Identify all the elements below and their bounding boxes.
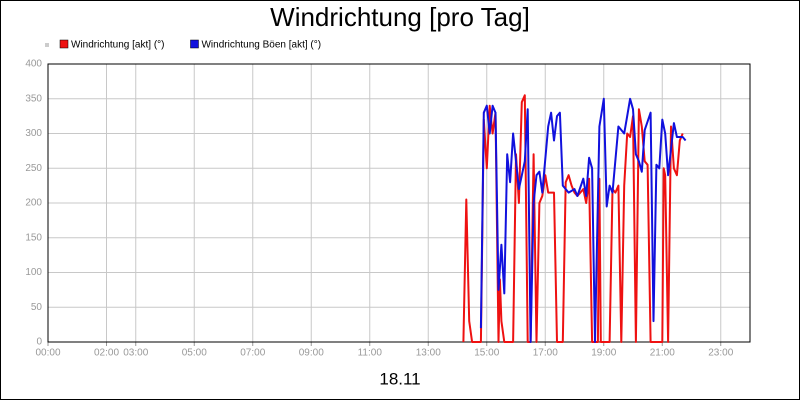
x-tick-label: 15:00 (474, 348, 499, 359)
y-tick-label: 0 (36, 337, 42, 348)
x-tick-label: 13:00 (416, 348, 441, 359)
x-tick-label: 07:00 (240, 348, 265, 359)
x-tick-label: 09:00 (299, 348, 324, 359)
y-tick-label: 400 (25, 59, 42, 70)
y-tick-label: 200 (25, 198, 42, 209)
legend-swatch (59, 39, 69, 49)
legend-label: Windrichtung [akt] (°) (71, 40, 164, 51)
x-tick-label: 00:00 (35, 348, 60, 359)
chart-title: Windrichtung [pro Tag] (270, 2, 530, 32)
x-tick-label: 02:00 (94, 348, 119, 359)
plot-frame (47, 63, 751, 343)
y-tick-label: 250 (25, 163, 42, 174)
y-tick-label: 300 (25, 128, 42, 139)
legend-dot (45, 43, 49, 47)
y-tick-label: 100 (25, 267, 42, 278)
x-tick-label: 19:00 (591, 348, 616, 359)
series-line (479, 97, 687, 343)
y-tick-label: 350 (25, 93, 42, 104)
legend-label: Windrichtung Böen [akt] (°) (201, 40, 321, 51)
y-tick-label: 150 (25, 232, 42, 243)
x-tick-label: 17:00 (533, 348, 558, 359)
x-tick-label: 11:00 (358, 348, 383, 359)
x-axis-label: 18.11 (379, 369, 420, 388)
x-tick-label: 05:00 (182, 348, 207, 359)
x-tick-label: 23:00 (708, 348, 733, 359)
x-tick-label: 03:00 (123, 348, 148, 359)
y-tick-label: 50 (31, 302, 43, 313)
x-tick-label: 21:00 (650, 348, 675, 359)
legend-swatch (190, 39, 199, 49)
